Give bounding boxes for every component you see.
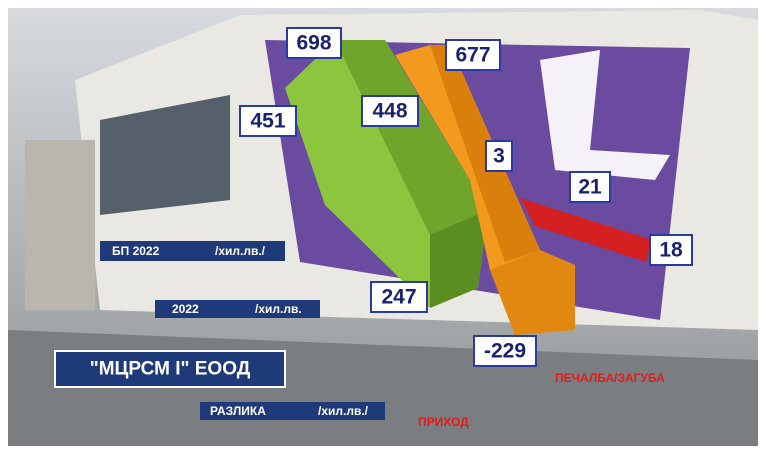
value-label: 451 xyxy=(250,110,285,133)
value-label: 3 xyxy=(493,145,505,168)
value-label: 18 xyxy=(659,239,683,262)
legend-unit: /хил.лв./ xyxy=(318,404,369,418)
value-label: 247 xyxy=(381,286,416,309)
legend-unit: /хил.лв. xyxy=(255,302,302,316)
value-label: 677 xyxy=(455,44,490,67)
value-label: -229 xyxy=(484,340,526,363)
legend-label: БП 2022 xyxy=(112,244,160,258)
value-label: 21 xyxy=(578,176,602,199)
category-label: ПЕЧАЛБА/ЗАГУБА xyxy=(555,371,665,385)
gate xyxy=(25,140,95,310)
value-label: 448 xyxy=(372,100,407,123)
legend-label: РАЗЛИКА xyxy=(210,404,266,418)
value-label: 698 xyxy=(296,32,331,55)
legend-label: 2022 xyxy=(172,302,199,316)
company-name: "МЦРСМ I" ЕООД xyxy=(90,359,251,380)
infographic: 698 451 448 247 677 3 -229 21 18 БП 2022… xyxy=(0,0,766,454)
category-label: ПРИХОД xyxy=(418,415,469,429)
legend-unit: /хил.лв./ xyxy=(215,244,266,258)
